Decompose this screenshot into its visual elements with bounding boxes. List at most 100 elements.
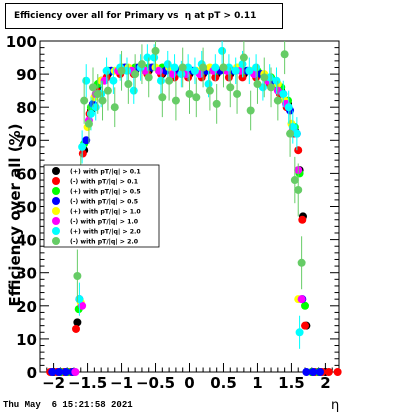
data-point	[219, 63, 228, 72]
data-point	[178, 63, 187, 72]
y-tick-labels: 0 10 20 30 40 50 60 70 80 90 100	[6, 33, 37, 382]
y-tick-label: 70	[16, 132, 37, 150]
legend-label: (-) with pT/|q| > 2.0	[70, 239, 139, 247]
y-tick-label: 10	[16, 331, 37, 349]
data-point	[231, 66, 240, 75]
legend-label: (-) with pT/|q| > 0.1	[70, 179, 138, 187]
y-axis-label: Efficiency over all (%)	[6, 124, 24, 307]
data-point	[163, 60, 172, 69]
chart-title: Efficiency over all for Primary vs η at …	[14, 11, 257, 21]
data-point	[158, 93, 167, 102]
y-tick-label: 50	[16, 199, 37, 217]
data-point	[192, 93, 201, 102]
data-point	[171, 96, 180, 105]
y-tick-label: 60	[16, 165, 37, 183]
x-tick-label: −2	[42, 374, 65, 392]
x-tick-label: −0.5	[136, 374, 175, 392]
data-point	[301, 301, 310, 310]
data-point	[301, 321, 310, 330]
data-point	[86, 109, 95, 118]
data-point	[124, 80, 133, 89]
data-point	[102, 66, 111, 75]
data-point	[302, 368, 311, 376]
legend-label: (+) with pT/|q| > 0.1	[70, 169, 141, 177]
legend-label: (+) with pT/|q| > 0.5	[70, 189, 141, 197]
y-tick-label: 0	[27, 364, 37, 382]
data-point	[156, 76, 165, 85]
data-point	[212, 99, 221, 108]
data-point	[315, 368, 324, 376]
legend-marker	[52, 207, 60, 215]
data-series	[46, 41, 342, 376]
data-point	[267, 83, 276, 92]
x-tick-label: 1.5	[278, 374, 305, 392]
data-point	[75, 295, 84, 304]
legend-marker	[52, 217, 60, 225]
data-point	[117, 66, 126, 75]
data-point	[253, 80, 262, 89]
data-point	[109, 76, 118, 85]
x-axis-label: η	[331, 398, 340, 413]
data-point	[245, 66, 254, 75]
data-point	[218, 46, 227, 55]
data-point	[298, 215, 307, 224]
legend-box	[43, 164, 160, 248]
data-point	[143, 53, 152, 62]
data-point	[48, 368, 57, 376]
data-point	[297, 258, 306, 267]
data-point	[288, 123, 297, 132]
data-point	[295, 328, 304, 337]
data-point	[279, 89, 288, 98]
data-point	[78, 301, 87, 310]
data-point	[233, 89, 242, 98]
x-tick-label: 0	[184, 374, 194, 392]
data-point	[273, 96, 282, 105]
data-point	[84, 119, 93, 128]
legend-label: (-) with pT/|q| > 0.5	[70, 199, 138, 207]
data-point	[110, 103, 119, 112]
data-point	[260, 73, 269, 82]
data-point	[238, 60, 247, 69]
data-point	[272, 76, 281, 85]
data-point	[151, 46, 160, 55]
data-point	[280, 50, 289, 59]
data-point	[309, 368, 318, 376]
data-point	[154, 66, 163, 75]
data-point	[199, 63, 208, 72]
legend-marker	[52, 227, 60, 235]
legend-marker	[52, 167, 60, 175]
data-point	[292, 129, 301, 138]
data-point	[297, 295, 306, 304]
data-point	[71, 368, 80, 376]
data-point	[80, 96, 89, 105]
data-point	[177, 70, 186, 79]
data-point	[103, 86, 112, 95]
y-tick-label: 30	[16, 265, 37, 283]
data-point	[55, 368, 64, 376]
data-point	[100, 76, 109, 85]
chart-title-box: Efficiency over all for Primary vs η at …	[5, 3, 283, 29]
legend-marker	[52, 237, 60, 245]
legend-marker	[52, 197, 60, 205]
data-point	[98, 96, 107, 105]
data-point	[246, 106, 255, 115]
data-point	[226, 83, 235, 92]
data-point	[170, 63, 179, 72]
data-point	[333, 368, 342, 376]
legend-label: (+) with pT/|q| > 2.0	[70, 229, 141, 237]
data-point	[286, 129, 295, 138]
data-point	[93, 89, 102, 98]
legend: (+) with pT/|q| > 0.1 (-) with pT/|q| > 0…	[43, 164, 160, 248]
legend-label: (+) with pT/|q| > 1.0	[70, 209, 141, 217]
data-point	[144, 73, 153, 82]
data-point	[82, 76, 91, 85]
data-point	[61, 368, 70, 376]
x-tick-label: −1.5	[68, 374, 107, 392]
legend-marker	[52, 187, 60, 195]
x-tick-label: 1	[252, 374, 262, 392]
data-point	[165, 76, 174, 85]
data-point	[73, 318, 82, 327]
x-tick-label: 2	[320, 374, 330, 392]
data-point	[82, 136, 91, 145]
data-point	[89, 83, 98, 92]
